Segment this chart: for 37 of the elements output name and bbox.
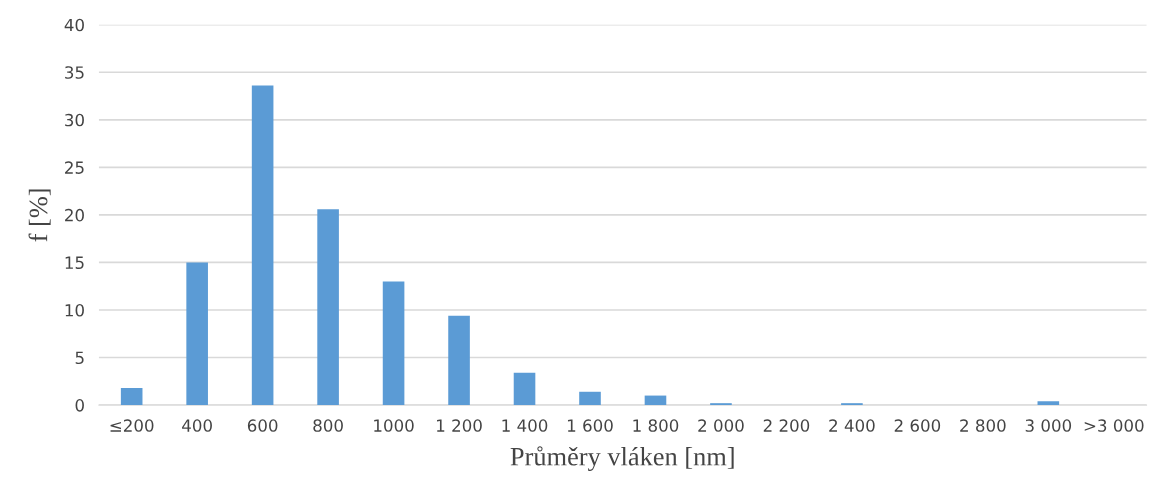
bar — [644, 395, 667, 406]
y-tick-label: 40 — [64, 18, 84, 32]
y-tick-label: 20 — [65, 208, 84, 222]
x-tick-label: 3 000 — [1025, 419, 1072, 432]
x-tick-label: ≤200 — [110, 419, 154, 432]
y-axis-title: f [%] — [28, 189, 51, 242]
x-tick-label: 2 800 — [960, 419, 1006, 432]
x-tick-label: 2 000 — [698, 419, 744, 432]
y-tick-label: 35 — [65, 66, 84, 79]
bar — [251, 85, 274, 406]
x-tick-label: 600 — [247, 419, 278, 432]
x-tick-label: 400 — [182, 419, 212, 432]
y-tick-label: 25 — [65, 161, 84, 174]
y-tick-label: 10 — [65, 303, 84, 317]
y-tick-label: 30 — [65, 113, 84, 127]
bar — [186, 262, 208, 406]
bar — [513, 372, 536, 406]
x-tick-label: 800 — [313, 419, 343, 432]
x-tick-label: 1 200 — [437, 419, 482, 432]
y-tick-label: 5 — [75, 351, 84, 365]
bar — [317, 209, 339, 406]
x-tick-label: >3 000 — [1084, 419, 1144, 432]
x-tick-label: 1 600 — [567, 419, 613, 432]
x-tick-label: 1 800 — [633, 419, 679, 432]
x-tick-label: 1000 — [374, 419, 414, 432]
x-tick-label: 1 400 — [502, 419, 548, 432]
x-tick-label: 2 400 — [829, 419, 875, 432]
x-tick-label: 2 200 — [763, 419, 810, 432]
bar — [579, 391, 601, 406]
bar — [120, 387, 143, 406]
bar — [1037, 401, 1060, 406]
y-tick-label: 0 — [75, 399, 84, 412]
x-axis-title: Průměry vláken [nm] — [510, 446, 734, 472]
y-tick-label: 15 — [65, 256, 84, 270]
bar — [448, 315, 470, 406]
x-tick-label: 2 600 — [894, 419, 941, 432]
bar — [382, 281, 405, 406]
